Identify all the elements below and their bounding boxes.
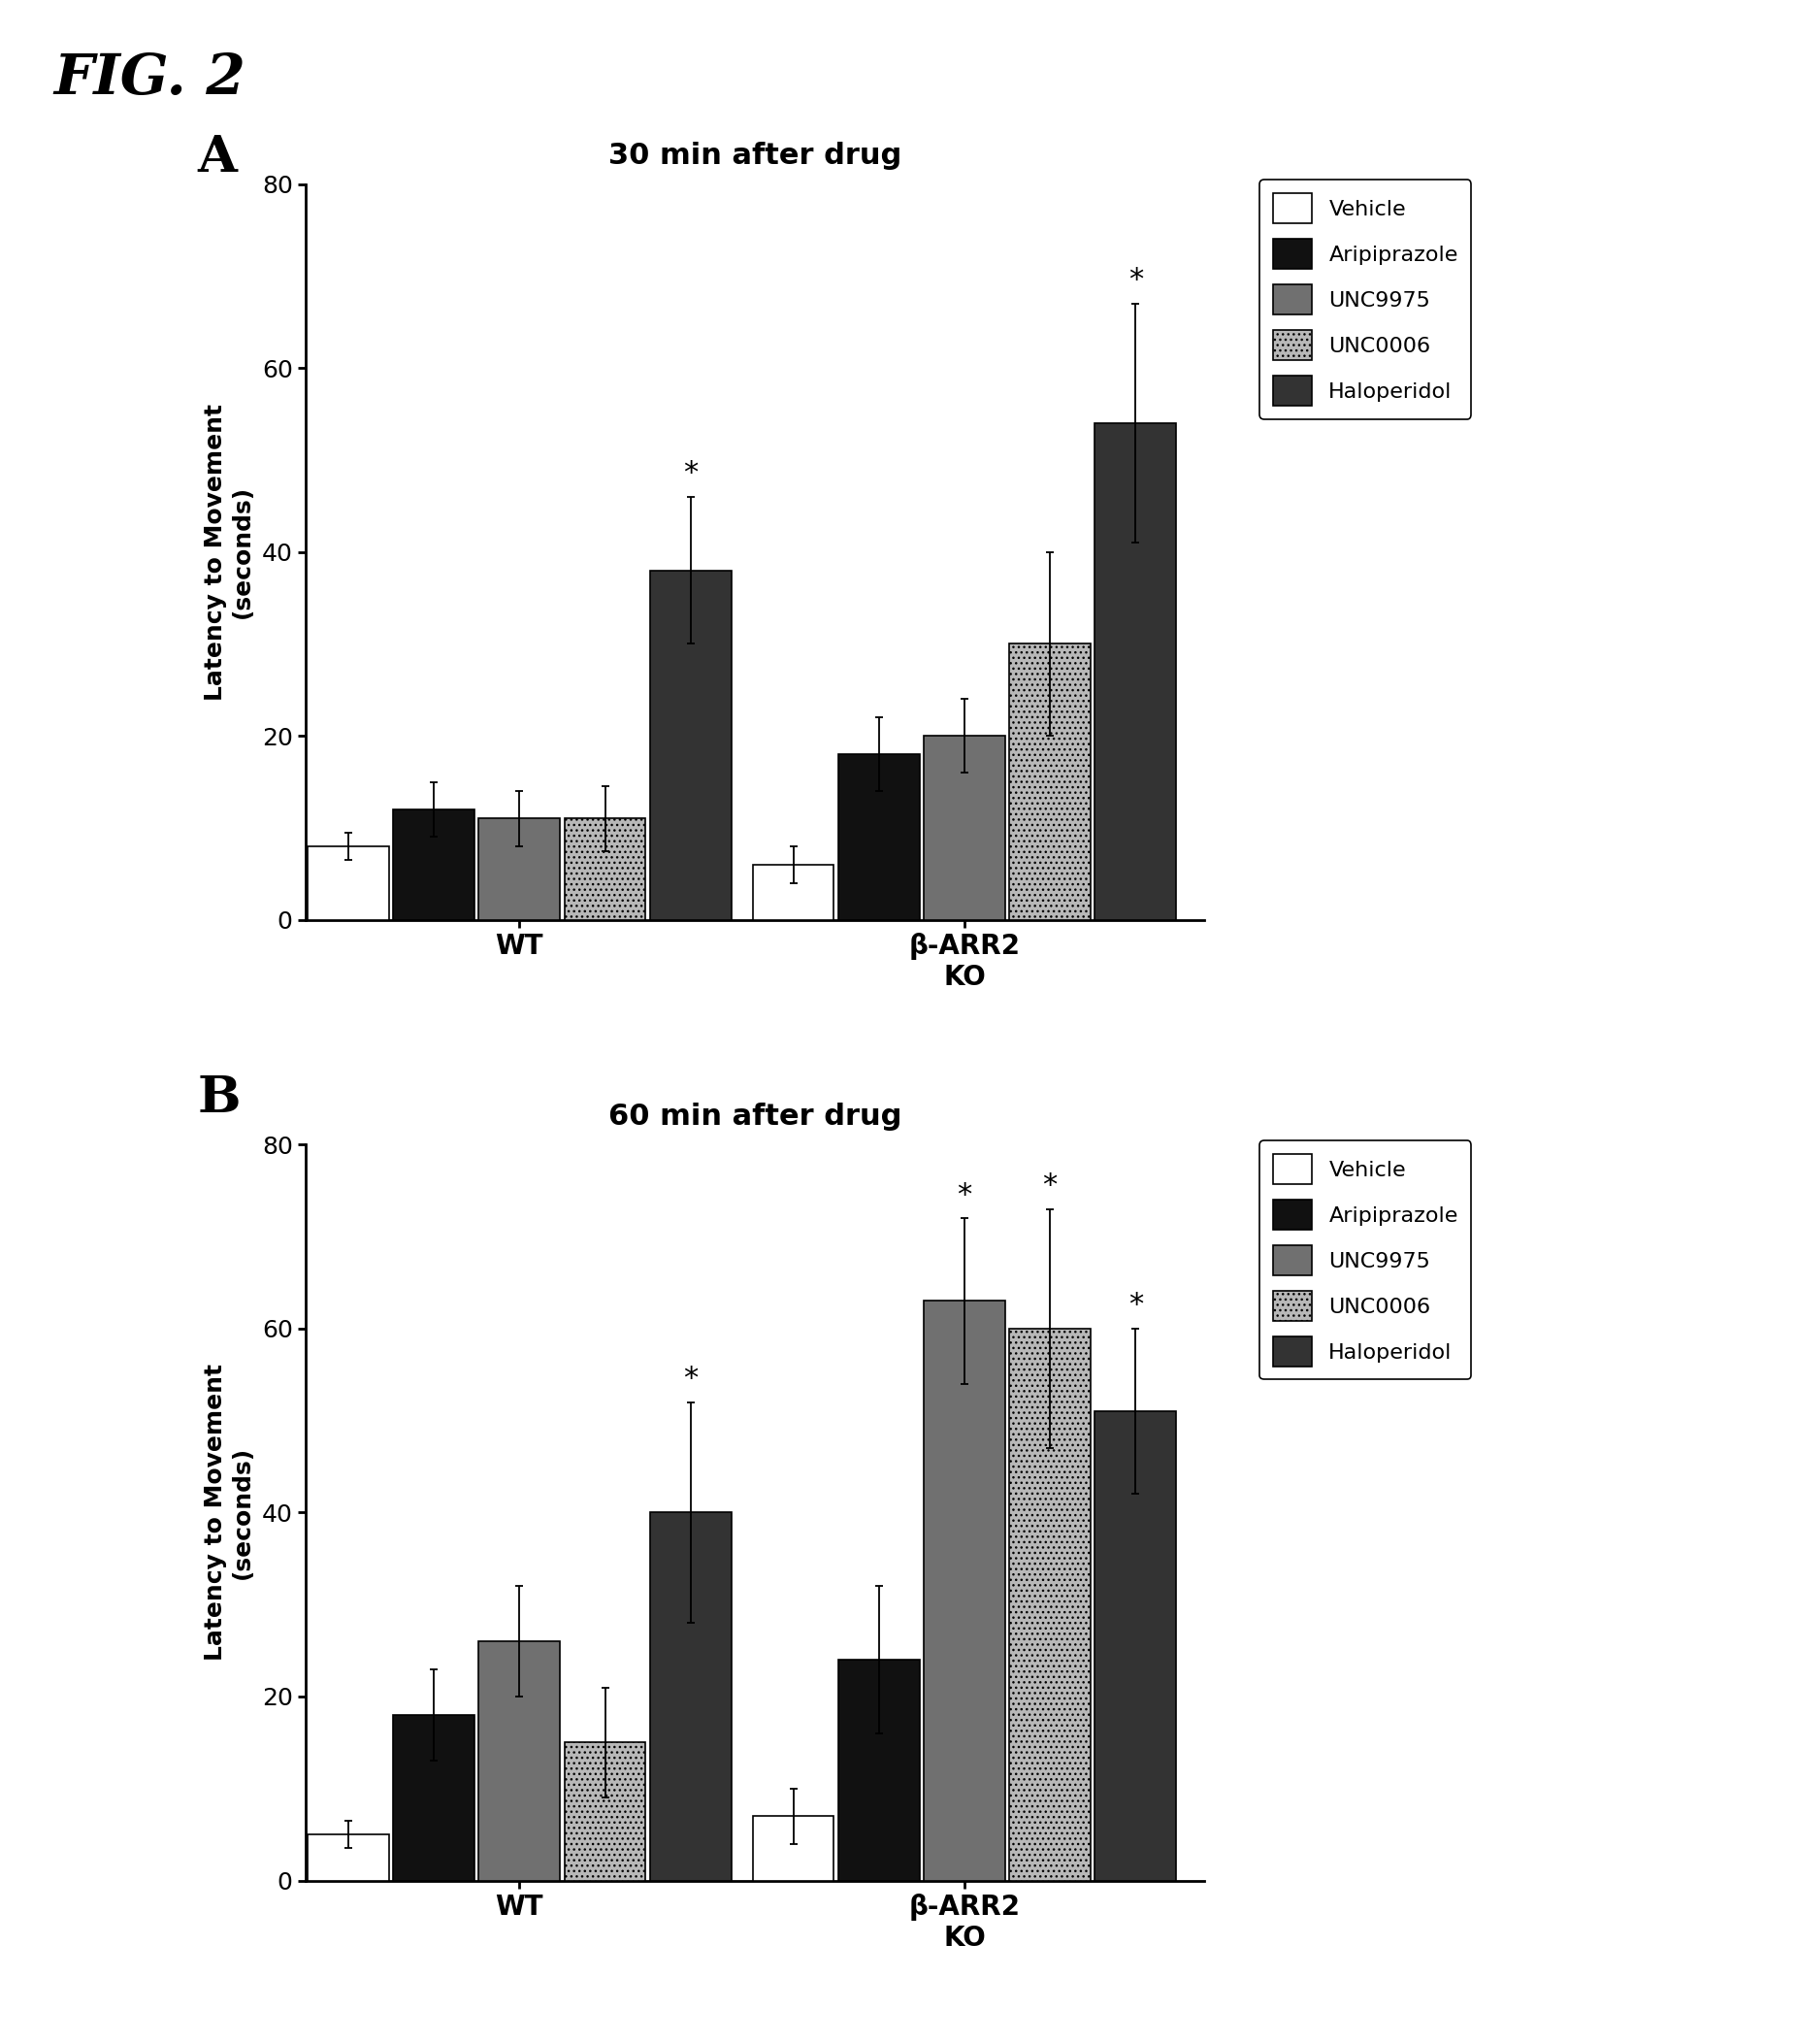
Bar <box>837 754 920 920</box>
Text: *: * <box>1042 1171 1057 1200</box>
Text: *: * <box>683 460 697 486</box>
Text: B: B <box>198 1073 241 1122</box>
Bar <box>924 736 1005 920</box>
Bar <box>651 570 731 920</box>
Bar <box>307 846 388 920</box>
Bar <box>478 818 561 920</box>
Text: A: A <box>198 133 237 182</box>
Text: *: * <box>958 1181 972 1208</box>
Bar <box>394 809 474 920</box>
Title: 60 min after drug: 60 min after drug <box>607 1102 902 1130</box>
Bar <box>837 1660 920 1880</box>
Bar <box>478 1641 561 1880</box>
Bar <box>394 1715 474 1880</box>
Y-axis label: Latency to Movement
(seconds): Latency to Movement (seconds) <box>203 1363 253 1662</box>
Legend: Vehicle, Aripiprazole, UNC9975, UNC0006, Haloperidol: Vehicle, Aripiprazole, UNC9975, UNC0006,… <box>1260 1141 1472 1380</box>
Bar <box>564 818 645 920</box>
Y-axis label: Latency to Movement
(seconds): Latency to Movement (seconds) <box>203 403 253 701</box>
Bar <box>651 1513 731 1880</box>
Bar <box>564 1741 645 1880</box>
Title: 30 min after drug: 30 min after drug <box>607 141 902 170</box>
Bar <box>307 1836 388 1880</box>
Text: FIG. 2: FIG. 2 <box>54 51 246 106</box>
Bar <box>1094 423 1177 920</box>
Bar <box>1010 644 1091 920</box>
Text: *: * <box>1129 1292 1143 1320</box>
Bar <box>753 865 834 920</box>
Bar <box>924 1300 1005 1880</box>
Text: *: * <box>1129 266 1143 294</box>
Legend: Vehicle, Aripiprazole, UNC9975, UNC0006, Haloperidol: Vehicle, Aripiprazole, UNC9975, UNC0006,… <box>1260 180 1472 419</box>
Bar <box>1010 1329 1091 1880</box>
Text: *: * <box>683 1365 697 1394</box>
Bar <box>753 1815 834 1880</box>
Bar <box>1094 1410 1177 1880</box>
